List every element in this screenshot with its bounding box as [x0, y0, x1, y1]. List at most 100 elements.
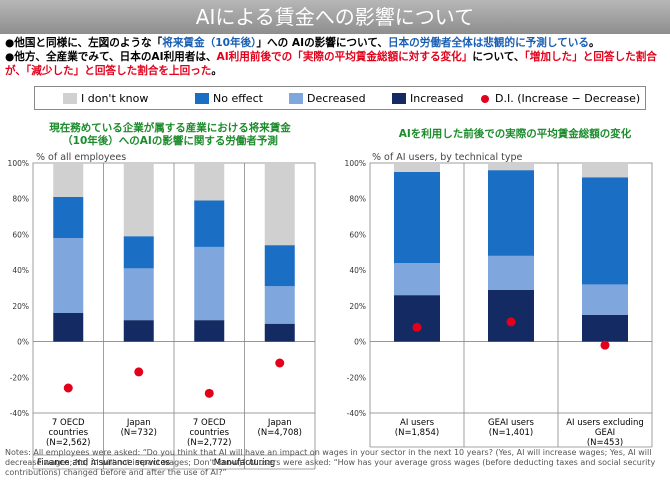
bullet-highlight: 日本の労働者全体は悲観的に予測している [387, 37, 589, 49]
bar-segment [194, 246, 225, 321]
x-tick-label: (N=4,708) [258, 428, 302, 438]
bar-segment [264, 323, 295, 342]
y-tick-label: -20% [347, 373, 366, 382]
bullet-text: について、 [472, 51, 525, 63]
y-tick-label: 60% [349, 230, 366, 239]
x-tick-label: GEAI [595, 428, 615, 438]
x-tick-label: 7 OECD [193, 418, 226, 428]
bar-segment [394, 163, 440, 172]
bar-segment [264, 245, 295, 287]
bullet-highlight: 「増加した」と回答した割合が、「減少した」と回答した割合を上回った [5, 51, 657, 77]
left-chart-subtitle: 現在務めている企業が属する産業における将来賃金（10年後）へのAIの影響に関する… [49, 122, 291, 147]
legend-swatch [63, 93, 77, 104]
bar-segment [53, 313, 84, 342]
y-tick-label: 80% [349, 195, 366, 204]
legend-label: No effect [213, 92, 263, 105]
bar-segment [194, 200, 225, 247]
legend-item-increased: Increased [392, 92, 464, 105]
bar-segment [582, 163, 628, 178]
bar-segment [123, 163, 154, 237]
bullet-text: ●他国と同様に、左図のような「 [5, 37, 163, 49]
di-point [412, 322, 422, 332]
bullet-text: 。 [588, 37, 600, 49]
y-tick-label: -20% [10, 373, 29, 382]
x-tick-label: Japan [267, 418, 292, 428]
bullet-2: ●他方、全産業でみて、日本のAI利用者は、AI利用前後での「実際の平均賃金総額に… [5, 50, 665, 78]
legend-label: Decreased [307, 92, 366, 105]
bar-segment [488, 255, 534, 290]
di-point [134, 367, 144, 377]
bar-segment [123, 236, 154, 269]
bullet-list: ●他国と同様に、左図のような「将来賃金（10年後）」への AIの影響について、日… [5, 36, 665, 78]
x-tick-label: (N=732) [121, 428, 157, 438]
bar-segment [123, 320, 154, 342]
y-tick-label: -40% [10, 409, 29, 418]
y-tick-label: 20% [349, 302, 366, 311]
bar-segment [123, 268, 154, 321]
di-point [204, 388, 214, 398]
y-tick-label: 100% [345, 159, 366, 168]
right-chart-subtitle: AIを利用した前後での実際の平均賃金総額の変化 [398, 128, 632, 140]
page-title: AIによる賃金への影響について [0, 0, 670, 34]
bar-segment [264, 286, 295, 324]
x-tick-label: countries [49, 428, 89, 438]
legend-item-dont-know: I don't know [63, 92, 148, 105]
bar-segment [488, 289, 534, 342]
bar-segment [264, 163, 295, 246]
bullet-highlight: AI利用前後での「実際の平均賃金総額に対する変化」 [216, 51, 473, 63]
bar-segment [582, 314, 628, 342]
legend-swatch [195, 93, 209, 104]
legend-dot [481, 94, 489, 103]
chart-legend: I don't know No effect Decreased Increas… [34, 86, 646, 110]
group-label: Manufacturing [214, 458, 276, 468]
x-tick-label: (N=1,401) [489, 428, 533, 438]
bar-segment [53, 238, 84, 313]
x-tick-label: countries [190, 428, 230, 438]
y-tick-label: 60% [12, 230, 29, 239]
right-chart-unit: % of AI users, by technical type [372, 152, 523, 163]
di-point [600, 340, 610, 350]
y-tick-label: 40% [349, 266, 366, 275]
x-tick-label: (N=2,772) [187, 438, 231, 448]
y-tick-label: 40% [12, 266, 29, 275]
x-tick-label: (N=2,562) [46, 438, 90, 448]
bar-segment [582, 284, 628, 315]
bar-segment [488, 170, 534, 256]
legend-label: D.I. (Increase − Decrease) [495, 92, 641, 105]
x-tick-label: AI users excluding [566, 418, 644, 428]
bullet-1: ●他国と同様に、左図のような「将来賃金（10年後）」への AIの影響について、日… [5, 36, 665, 50]
bar-segment [582, 177, 628, 285]
legend-swatch [392, 93, 406, 104]
di-point [506, 317, 516, 327]
y-tick-label: -40% [347, 409, 366, 418]
bar-segment [488, 163, 534, 171]
di-point [63, 383, 73, 393]
x-tick-label: GEAI users [488, 418, 535, 428]
legend-item-di: D.I. (Increase − Decrease) [477, 92, 640, 105]
x-tick-label: AI users [400, 418, 435, 428]
x-tick-label: Japan [126, 418, 151, 428]
group-label: Finance and insurance services [37, 458, 171, 468]
bar-segment [194, 163, 225, 201]
legend-item-decreased: Decreased [289, 92, 366, 105]
legend-item-no-effect: No effect [195, 92, 263, 105]
left-chart-unit: % of all employees [36, 152, 127, 163]
bar-segment [53, 196, 84, 238]
footnote: Notes: All employees were asked: “Do you… [5, 448, 656, 477]
y-tick-label: 100% [8, 159, 29, 168]
di-point [275, 358, 285, 368]
x-tick-label: (N=1,854) [395, 428, 439, 438]
y-tick-label: 0% [17, 338, 29, 347]
y-tick-label: 80% [12, 195, 29, 204]
legend-label: I don't know [81, 92, 149, 105]
bar-segment [394, 171, 440, 263]
legend-label: Increased [410, 92, 464, 105]
bullet-text: ●他方、全産業でみて、日本のAI利用者は、 [5, 51, 217, 63]
x-tick-label: 7 OECD [52, 418, 85, 428]
legend-swatch [289, 93, 303, 104]
bullet-text: 。 [211, 65, 222, 77]
bullet-highlight: 将来賃金（10年後） [162, 37, 257, 49]
bullet-text: 」への AIの影響について、 [256, 37, 388, 49]
y-tick-label: 20% [12, 302, 29, 311]
